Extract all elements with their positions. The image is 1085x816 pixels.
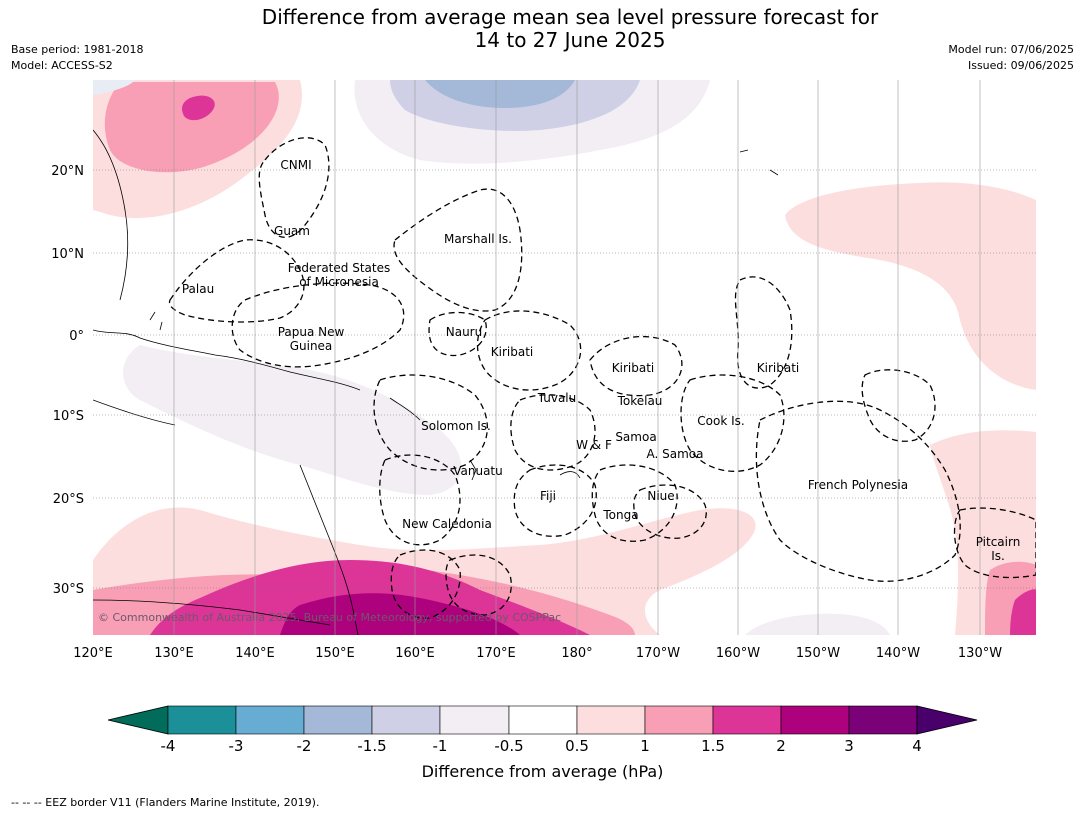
colorbar-segment (167, 705, 237, 735)
lon-tick-label: 160°W (716, 646, 760, 661)
anomaly-south-neg (745, 613, 890, 635)
region-labels: CNMI Guam Marshall Is. Palau Federated State… (182, 158, 1020, 563)
lon-tick-label: 130°W (958, 646, 1002, 661)
copyright-notice: © Commonwealth of Australia 2025, Bureau… (98, 611, 561, 624)
region-label: Tokelau (617, 394, 663, 408)
meta-left: Base period: 1981-2018 Model: ACCESS-S2 (11, 42, 143, 74)
meta-right: Model run: 07/06/2025 Issued: 09/06/2025 (948, 42, 1074, 74)
region-label: CNMI (280, 158, 311, 172)
lon-tick-label: 150°W (796, 646, 840, 661)
region-label: Federated States of Micronesia (288, 261, 390, 289)
colorbar-low-extend (107, 705, 169, 735)
lat-tick-label: 10°S (53, 409, 84, 424)
lon-tick-label: 120°E (73, 646, 113, 661)
lat-tick-label: 0° (69, 329, 84, 344)
region-label: Fiji (540, 489, 556, 503)
region-label: Papua New Guinea (278, 325, 345, 353)
lat-tick-label: 20°S (53, 492, 84, 507)
region-label: Tonga (602, 508, 638, 522)
meridians (173, 80, 981, 635)
region-label: Niue (647, 489, 674, 503)
model-run: Model run: 07/06/2025 (948, 43, 1074, 56)
colorbar-tick-label: -1 (432, 737, 448, 755)
anomaly-se-core (1010, 589, 1036, 635)
colorbar-high-extend (916, 705, 978, 735)
region-label: New Caledonia (402, 517, 492, 531)
region-label: Palau (182, 282, 214, 296)
region-label: Kiribati (491, 345, 533, 359)
colorbar-segment (644, 705, 714, 735)
lon-tick-label: 160°E (395, 646, 435, 661)
colorbar-tick-label: 1.5 (701, 737, 725, 755)
region-label: A. Samoa (647, 447, 704, 461)
anomaly-north-core (425, 80, 575, 108)
colorbar-tick-label: 4 (912, 737, 922, 755)
colorbar-label: Difference from average (hPa) (421, 762, 664, 781)
lon-tick-label: 140°E (235, 646, 275, 661)
region-label: Samoa (615, 430, 656, 444)
lat-tick-label: 10°N (51, 247, 84, 262)
lat-tick-label: 20°N (51, 164, 84, 179)
region-label: Cook Is. (697, 414, 744, 428)
anomaly-nw-mid (104, 82, 279, 173)
base-period: Base period: 1981-2018 (11, 43, 144, 56)
colorbar-tick-label: 1 (640, 737, 650, 755)
region-label: Pitcairn Is. (976, 535, 1021, 563)
colorbar-tick-label: -0.5 (494, 737, 524, 755)
lon-tick-label: 140°W (876, 646, 920, 661)
anomaly-ne-light (785, 182, 1036, 390)
eez-borders (168, 137, 1036, 619)
region-label: Marshall Is. (444, 232, 512, 246)
colorbar-segment (780, 705, 850, 735)
colorbar-tick-label: -2 (296, 737, 312, 755)
region-label: Tuvalu (537, 391, 577, 405)
anomaly-nw-corner (93, 80, 135, 95)
model-name: Model: ACCESS-S2 (11, 59, 113, 72)
region-label: Guam (274, 224, 310, 238)
region-label: W & F (576, 438, 612, 452)
colorbar-segment (848, 705, 918, 735)
colorbar-segment (303, 705, 373, 735)
lon-tick-label: 180° (561, 646, 592, 661)
colorbar-segment (371, 705, 441, 735)
lon-tick-label: 130°E (154, 646, 194, 661)
anomaly-png-neg (123, 345, 462, 495)
colorbar-tick-label: -4 (160, 737, 176, 755)
coastlines (93, 129, 779, 635)
region-label: Kiribati (757, 361, 799, 375)
latitude-ticks: 20°N 10°N 0° 10°S 20°S 30°S (51, 164, 84, 597)
chart-title: Difference from average mean sea level p… (0, 6, 1085, 52)
title-line-2: 14 to 27 June 2025 (474, 28, 666, 52)
colorbar-tick-label: 0.5 (565, 737, 589, 755)
issued-date: Issued: 09/06/2025 (967, 59, 1074, 72)
colorbar-segment (439, 705, 510, 735)
parallels (93, 169, 1036, 589)
region-label: Solomon Is. (421, 419, 491, 433)
region-label: Nauru (446, 325, 482, 339)
title-line-1: Difference from average mean sea level p… (261, 5, 879, 29)
colorbar-segment (235, 705, 305, 735)
colorbar (107, 705, 978, 735)
region-label: French Polynesia (808, 478, 908, 492)
anomaly-nw-core (182, 95, 215, 121)
eez-legend: -- -- -- EEZ border V11 (Flanders Marine… (11, 796, 320, 809)
colorbar-tick-label: 3 (844, 737, 854, 755)
region-label: Vanuatu (453, 464, 503, 478)
longitude-ticks: 120°E 130°E 140°E 150°E 160°E 170°E 180° 170°W 1… (73, 646, 1002, 661)
colorbar-tick-label: -3 (228, 737, 244, 755)
colorbar-tick-label: 2 (776, 737, 786, 755)
colorbar-segment (712, 705, 782, 735)
colorbar-segment (508, 705, 578, 735)
region-label: Kiribati (612, 361, 654, 375)
lon-tick-label: 150°E (315, 646, 355, 661)
lon-tick-label: 170°W (636, 646, 680, 661)
anomaly-south-core (280, 593, 520, 635)
map-field: © Commonwealth of Australia 2025, Bureau… (93, 80, 1036, 635)
colorbar-segment (576, 705, 646, 735)
lat-tick-label: 30°S (53, 582, 84, 597)
colorbar-tick-label: -1.5 (357, 737, 387, 755)
lon-tick-label: 170°E (476, 646, 516, 661)
